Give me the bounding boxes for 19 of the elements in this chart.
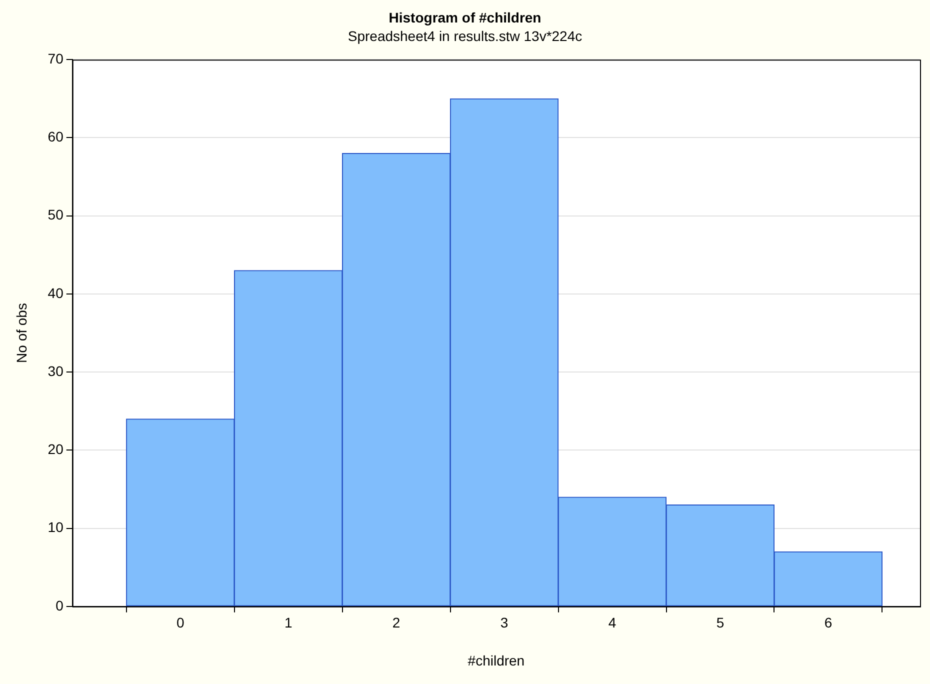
x-tick-label: 4 (608, 614, 616, 631)
x-tick-label: 3 (500, 614, 508, 631)
chart-subtitle: Spreadsheet4 in results.stw 13v*224c (348, 28, 582, 44)
y-axis-title: No of obs (13, 303, 30, 363)
x-tick-label: 5 (716, 614, 724, 631)
x-tick-label: 2 (392, 614, 400, 631)
x-tick-label: 6 (824, 614, 832, 631)
y-tick-label: 0 (56, 597, 64, 614)
y-tick-label: 50 (48, 206, 64, 223)
y-tick-label: 10 (48, 519, 64, 536)
y-tick-label: 30 (48, 362, 64, 379)
x-tick-label: 1 (284, 614, 292, 631)
y-tick-label: 70 (48, 50, 64, 66)
y-tick-label: 60 (48, 128, 64, 145)
x-tick-label: 0 (176, 614, 184, 631)
y-tick-label: 20 (48, 441, 64, 458)
y-tick-label: 40 (48, 284, 64, 301)
x-axis-title: #children (468, 652, 525, 668)
chart-title: Histogram of #children (388, 9, 542, 26)
